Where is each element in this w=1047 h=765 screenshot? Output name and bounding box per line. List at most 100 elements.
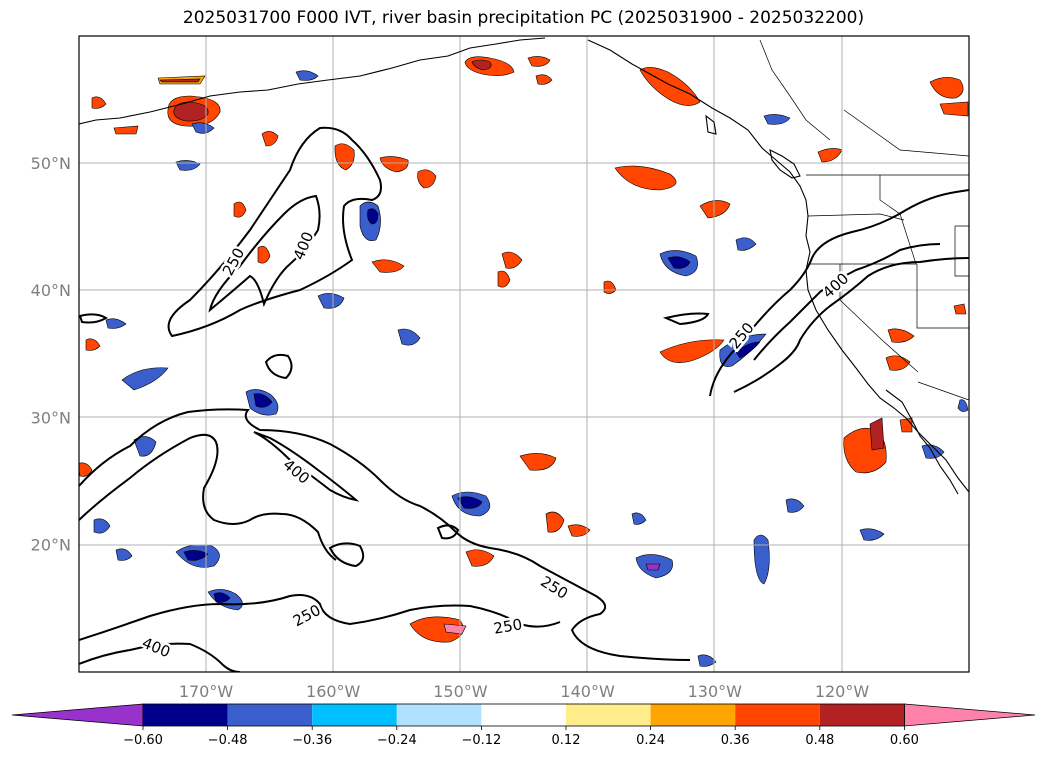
ivt-contour-250-west (79, 408, 691, 661)
colorbar-segment (566, 704, 651, 726)
colorbar-outline (142, 703, 905, 727)
nevada-utah-border (916, 264, 969, 329)
ivt-contour-small-1 (264, 353, 293, 380)
precip-blob (91, 96, 107, 109)
longitude-label: 160°W (306, 682, 361, 701)
precip-blob (545, 511, 565, 533)
precip-blob (233, 201, 247, 218)
precip-blob (295, 70, 319, 81)
ivt-contour-labels: 250 400 400 250 400 250 250 250 400 (137, 227, 855, 664)
contour-label: 250 (537, 572, 571, 602)
latitude-label: 30°N (31, 408, 71, 427)
precip-blob (417, 169, 437, 189)
gulf-of-alaska-coast (587, 39, 969, 493)
ivt-contour-400-mid (253, 431, 360, 502)
colorbar-tick-label: −0.24 (377, 733, 417, 748)
colorbar-segment (481, 704, 566, 726)
colorbar-segment (227, 704, 313, 726)
longitude-label: 140°W (560, 682, 615, 701)
contour-label: 400 (290, 229, 317, 262)
precip-blob (939, 101, 969, 117)
colorbar-tick-label: 0.24 (636, 733, 665, 748)
precip-blob (465, 549, 495, 567)
colorbar-segment (143, 704, 228, 726)
ivt-contour-400-east (753, 243, 941, 361)
ivt-contour-small-3 (328, 542, 365, 568)
precip-blob (519, 453, 557, 471)
precip-blob (817, 148, 843, 163)
precip-blob (317, 293, 345, 309)
precip-blob (253, 393, 273, 408)
precip-blob (667, 256, 691, 269)
precip-blob (121, 367, 169, 391)
ivt-contour-400-south (79, 642, 241, 672)
colorbar-segment (396, 704, 482, 726)
precip-blob (735, 237, 757, 251)
precip-blob (645, 563, 661, 571)
map-frame (78, 35, 970, 673)
colorbar: −0.60 −0.48 −0.36 −0.24 −0.12 0.12 0.24 0.36 0.4… (11, 703, 1036, 748)
longitude-label: 150°W (433, 682, 488, 701)
precip-blob (957, 399, 969, 412)
precip-blob (929, 77, 964, 99)
positive-precip-blobs (79, 56, 969, 643)
precip-blob (885, 355, 911, 371)
precip-blob (921, 444, 945, 459)
precip-blob (261, 131, 279, 147)
latitude-label: 20°N (31, 536, 71, 555)
precip-blob (115, 548, 133, 561)
precip-blob (471, 59, 492, 71)
precip-blob (735, 341, 761, 359)
ivt-contour-250-north (167, 126, 382, 338)
map-title: 2025031700 F000 IVT, river basin precipi… (182, 8, 865, 28)
precip-blob (953, 303, 967, 315)
precip-blob (614, 165, 677, 191)
baja-coast (885, 389, 959, 495)
precip-blob (334, 143, 355, 171)
precip-blob (753, 534, 770, 585)
us-mexico-border (917, 381, 969, 401)
latitude-label: 50°N (31, 154, 71, 173)
precip-blob (859, 528, 885, 541)
ivt-contour-250-south (79, 594, 561, 641)
colorbar-tick-label: −0.12 (461, 733, 501, 748)
ivt-contour-250-east-inner (733, 257, 969, 393)
idaho-border (879, 175, 917, 265)
precip-blob (899, 417, 913, 433)
colorbar-segment (650, 704, 736, 726)
colorbar-tick-label: −0.48 (208, 733, 248, 748)
colorbar-tick-label: 0.48 (805, 733, 834, 748)
precip-blob (367, 208, 379, 225)
precip-blob (173, 101, 209, 122)
colorbar-tick-label: 0.60 (890, 733, 919, 748)
precip-blob (763, 114, 791, 125)
colorbar-tick-label: −0.60 (123, 733, 163, 748)
contour-label: 400 (140, 634, 173, 661)
precip-blob (159, 78, 201, 83)
precip-blob (371, 259, 405, 273)
precip-blob (213, 592, 231, 603)
ivt-contour-400-north (208, 194, 321, 313)
contour-label: 250 (492, 615, 523, 638)
colorbar-tick-label: 0.12 (552, 733, 581, 748)
precip-blob (397, 328, 421, 346)
washington-oregon-border (807, 213, 905, 221)
precip-blob (785, 498, 805, 513)
bc-border (843, 109, 969, 157)
colorbar-tick-label: 0.36 (721, 733, 750, 748)
ivt-contour-small-4 (436, 524, 460, 540)
alaska-peninsula-coast (79, 37, 546, 125)
contour-label: 400 (280, 456, 314, 488)
precip-blob (257, 245, 271, 264)
colorbar-tick-label: −0.36 (292, 733, 332, 748)
latitude-labels: 50°N 40°N 30°N 20°N (31, 154, 71, 555)
precip-blob (105, 318, 127, 329)
precip-blob (93, 518, 111, 534)
colorbar-extend-high (904, 703, 1036, 727)
gridlines (79, 36, 969, 672)
precip-blob (113, 125, 139, 135)
precip-blob (175, 160, 201, 171)
latitude-label: 40°N (31, 281, 71, 300)
longitude-label: 170°W (179, 682, 234, 701)
